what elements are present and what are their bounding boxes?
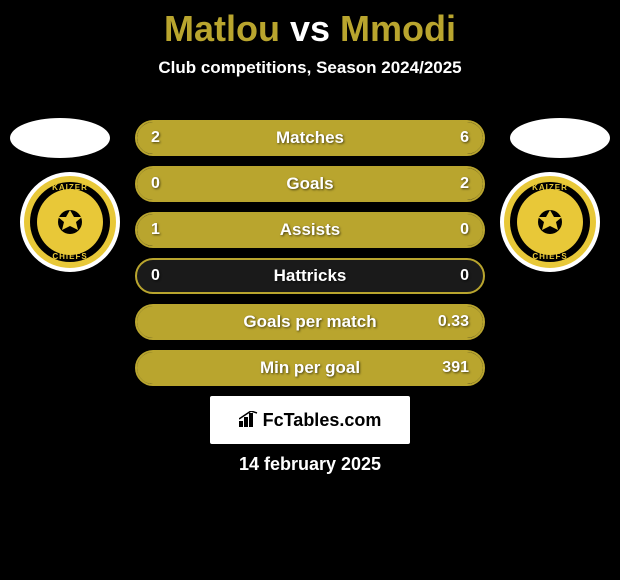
chart-icon xyxy=(239,411,259,430)
stat-value-right: 0 xyxy=(460,214,469,246)
comparison-container: Matlou vs Mmodi Club competitions, Seaso… xyxy=(0,0,620,580)
player2-club-badge: KAIZER CHIEFS xyxy=(500,172,600,272)
player1-club-badge: KAIZER CHIEFS xyxy=(20,172,120,272)
player1-avatar xyxy=(10,118,110,158)
brand-label: FcTables.com xyxy=(263,410,382,431)
stat-value-right: 6 xyxy=(460,122,469,154)
player2-avatar xyxy=(510,118,610,158)
badge-text-bottom: CHIEFS xyxy=(52,252,87,261)
stat-value-right: 0 xyxy=(460,260,469,292)
stat-value-right: 0.33 xyxy=(438,306,469,338)
stat-label: Goals xyxy=(137,168,483,200)
stat-label: Assists xyxy=(137,214,483,246)
badge-crest xyxy=(37,189,103,255)
stat-value-right: 2 xyxy=(460,168,469,200)
stat-value-right: 391 xyxy=(442,352,469,384)
stat-label: Hattricks xyxy=(137,260,483,292)
stats-panel: 2 Matches 6 0 Goals 2 1 Assists 0 0 Hatt… xyxy=(135,120,485,396)
badge-inner: KAIZER CHIEFS xyxy=(30,182,110,262)
crest-icon xyxy=(530,202,570,242)
stat-row-matches: 2 Matches 6 xyxy=(135,120,485,156)
subtitle: Club competitions, Season 2024/2025 xyxy=(0,58,620,78)
stat-row-goals-per-match: Goals per match 0.33 xyxy=(135,304,485,340)
stat-label: Min per goal xyxy=(137,352,483,384)
player2-name: Mmodi xyxy=(340,8,456,49)
stat-label: Matches xyxy=(137,122,483,154)
badge-inner: KAIZER CHIEFS xyxy=(510,182,590,262)
page-title: Matlou vs Mmodi xyxy=(0,0,620,50)
date-label: 14 february 2025 xyxy=(0,454,620,475)
brand-badge[interactable]: FcTables.com xyxy=(210,396,410,444)
player1-name: Matlou xyxy=(164,8,280,49)
stat-row-min-per-goal: Min per goal 391 xyxy=(135,350,485,386)
stat-label: Goals per match xyxy=(137,306,483,338)
vs-label: vs xyxy=(290,8,330,49)
crest-icon xyxy=(50,202,90,242)
badge-text-bottom: CHIEFS xyxy=(532,252,567,261)
badge-crest xyxy=(517,189,583,255)
stat-row-hattricks: 0 Hattricks 0 xyxy=(135,258,485,294)
stat-row-goals: 0 Goals 2 xyxy=(135,166,485,202)
stat-row-assists: 1 Assists 0 xyxy=(135,212,485,248)
